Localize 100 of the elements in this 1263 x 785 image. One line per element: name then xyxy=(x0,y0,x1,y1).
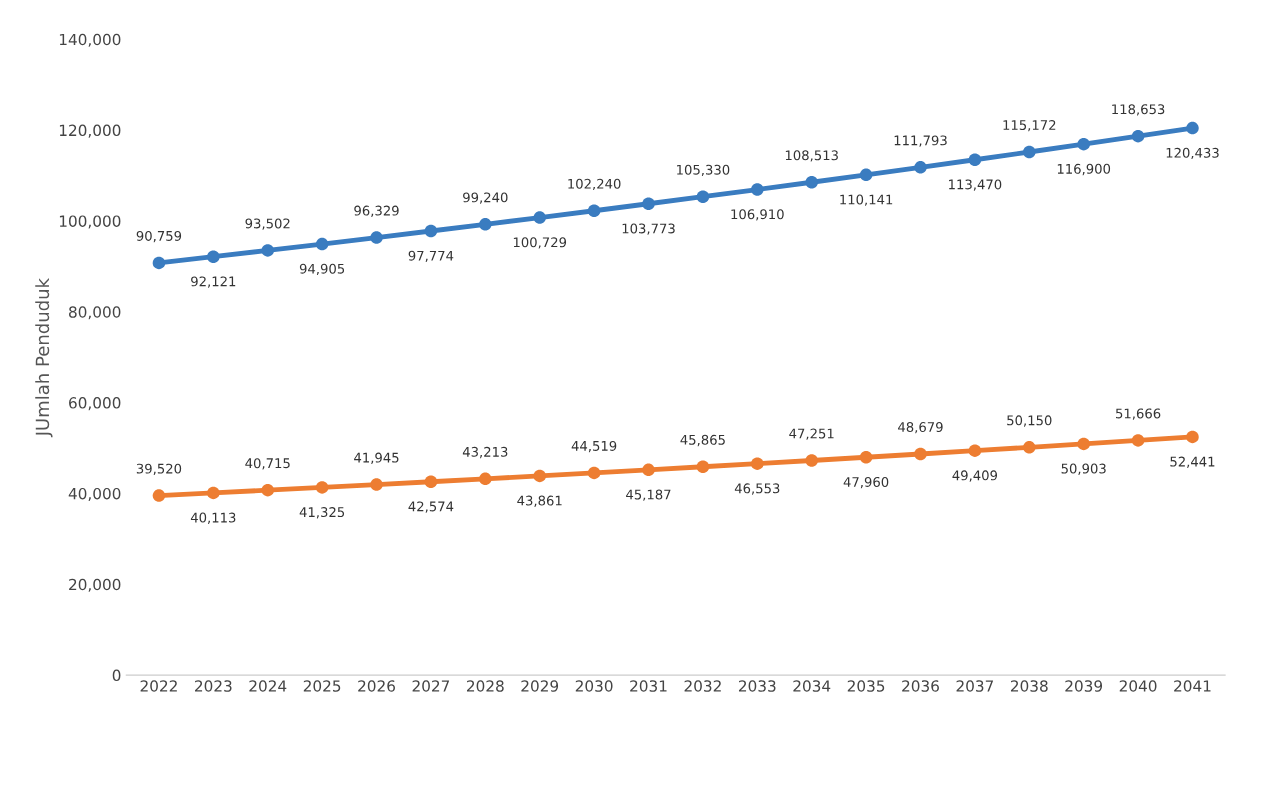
data-label: 105,330 xyxy=(677,164,730,177)
data-label: 50,903 xyxy=(1061,463,1106,475)
point xyxy=(152,489,166,502)
point xyxy=(207,250,220,263)
data-label: 51,666 xyxy=(1116,408,1161,420)
data-label: 92,121 xyxy=(191,276,236,288)
y-tick-label: 100,000 xyxy=(59,215,121,229)
point xyxy=(370,231,383,244)
data-label: 41,325 xyxy=(299,507,345,519)
point xyxy=(859,168,873,182)
data-label: 108,513 xyxy=(785,150,838,162)
point xyxy=(696,460,710,474)
point xyxy=(1077,137,1090,151)
point xyxy=(207,486,220,500)
x-tick-label: 2024 xyxy=(249,680,287,692)
x-tick-label: 2022 xyxy=(140,680,177,692)
point xyxy=(1131,129,1145,143)
x-tick-label: 2030 xyxy=(575,680,613,692)
x-tick-label: 2040 xyxy=(1119,680,1157,692)
point xyxy=(152,256,166,270)
data-label: 97,774 xyxy=(408,250,454,263)
data-label: 113,470 xyxy=(949,179,1002,191)
data-label: 90,759 xyxy=(136,230,182,243)
x-tick-label: 2029 xyxy=(521,680,559,692)
point xyxy=(1186,121,1199,135)
data-label: 43,861 xyxy=(517,495,562,507)
x-tick-label: 2031 xyxy=(630,680,667,692)
data-label: 96,329 xyxy=(354,205,399,217)
data-label: 102,240 xyxy=(568,178,621,191)
x-tick-label: 2023 xyxy=(195,680,232,692)
data-label: 43,213 xyxy=(462,446,508,459)
y-tick-label: 40,000 xyxy=(68,487,121,502)
point xyxy=(751,457,764,470)
point xyxy=(914,161,927,174)
data-label: 118,653 xyxy=(1112,104,1165,116)
point xyxy=(315,481,329,494)
x-tick-label: 2028 xyxy=(467,680,504,692)
x-tick-label: 2035 xyxy=(847,680,885,692)
x-tick-label: 2039 xyxy=(1065,680,1103,692)
data-label: 40,113 xyxy=(190,512,236,524)
point xyxy=(261,244,274,257)
point xyxy=(696,190,710,203)
y-tick-label: 60,000 xyxy=(69,397,121,411)
data-label: 45,865 xyxy=(680,434,725,447)
point xyxy=(1023,145,1036,159)
data-label: 42,574 xyxy=(408,501,454,513)
x-tick-label: 2034 xyxy=(793,680,831,692)
data-label: 52,441 xyxy=(1170,456,1215,468)
data-label: 106,910 xyxy=(731,209,784,221)
y-tick-label: 80,000 xyxy=(69,306,121,320)
point xyxy=(424,475,438,488)
x-tick-label: 2038 xyxy=(1010,680,1048,692)
data-label: 99,240 xyxy=(463,192,508,204)
data-label: 40,715 xyxy=(245,458,290,470)
data-label: 48,679 xyxy=(898,422,943,434)
data-label: 120,433 xyxy=(1166,147,1219,160)
point xyxy=(479,218,492,231)
point xyxy=(315,237,329,251)
point xyxy=(370,478,383,491)
point xyxy=(968,153,982,166)
y-tick-label: 0 xyxy=(112,669,121,682)
point xyxy=(1023,441,1036,454)
x-tick-label: 2026 xyxy=(358,680,395,692)
data-label: 47,960 xyxy=(843,476,889,489)
point xyxy=(642,463,655,477)
data-label: 100,729 xyxy=(513,237,567,249)
y-tick-label: 140,000 xyxy=(59,33,121,47)
data-label: 103,773 xyxy=(622,223,675,235)
x-tick-label: 2027 xyxy=(412,680,450,692)
data-label: 94,905 xyxy=(299,263,345,276)
point xyxy=(533,469,546,483)
point xyxy=(751,183,764,196)
data-label: 45,187 xyxy=(626,489,671,501)
y-tick-label: 20,000 xyxy=(69,578,121,592)
data-label: 116,900 xyxy=(1057,163,1111,176)
point xyxy=(479,472,492,486)
point xyxy=(261,483,274,497)
point xyxy=(587,204,601,217)
data-label: 46,553 xyxy=(734,483,780,495)
point xyxy=(587,466,601,480)
point xyxy=(533,211,546,224)
point xyxy=(914,447,927,461)
point xyxy=(859,451,873,464)
data-label: 44,519 xyxy=(571,440,617,453)
point xyxy=(642,197,655,211)
point xyxy=(1077,437,1090,451)
data-label: 115,172 xyxy=(1003,120,1056,132)
point xyxy=(968,444,982,457)
data-label: 50,150 xyxy=(1007,415,1052,427)
data-label: 49,409 xyxy=(952,470,998,482)
y-axis-title: JUmlah Penduduk xyxy=(35,278,53,438)
point xyxy=(1131,434,1145,447)
point xyxy=(1186,430,1199,444)
x-tick-label: 2041 xyxy=(1174,680,1211,692)
data-label: 111,793 xyxy=(894,135,947,147)
data-label: 93,502 xyxy=(245,218,290,230)
x-tick-label: 2036 xyxy=(902,680,939,692)
x-tick-label: 2025 xyxy=(303,680,341,692)
point xyxy=(424,224,438,238)
point xyxy=(805,176,818,189)
